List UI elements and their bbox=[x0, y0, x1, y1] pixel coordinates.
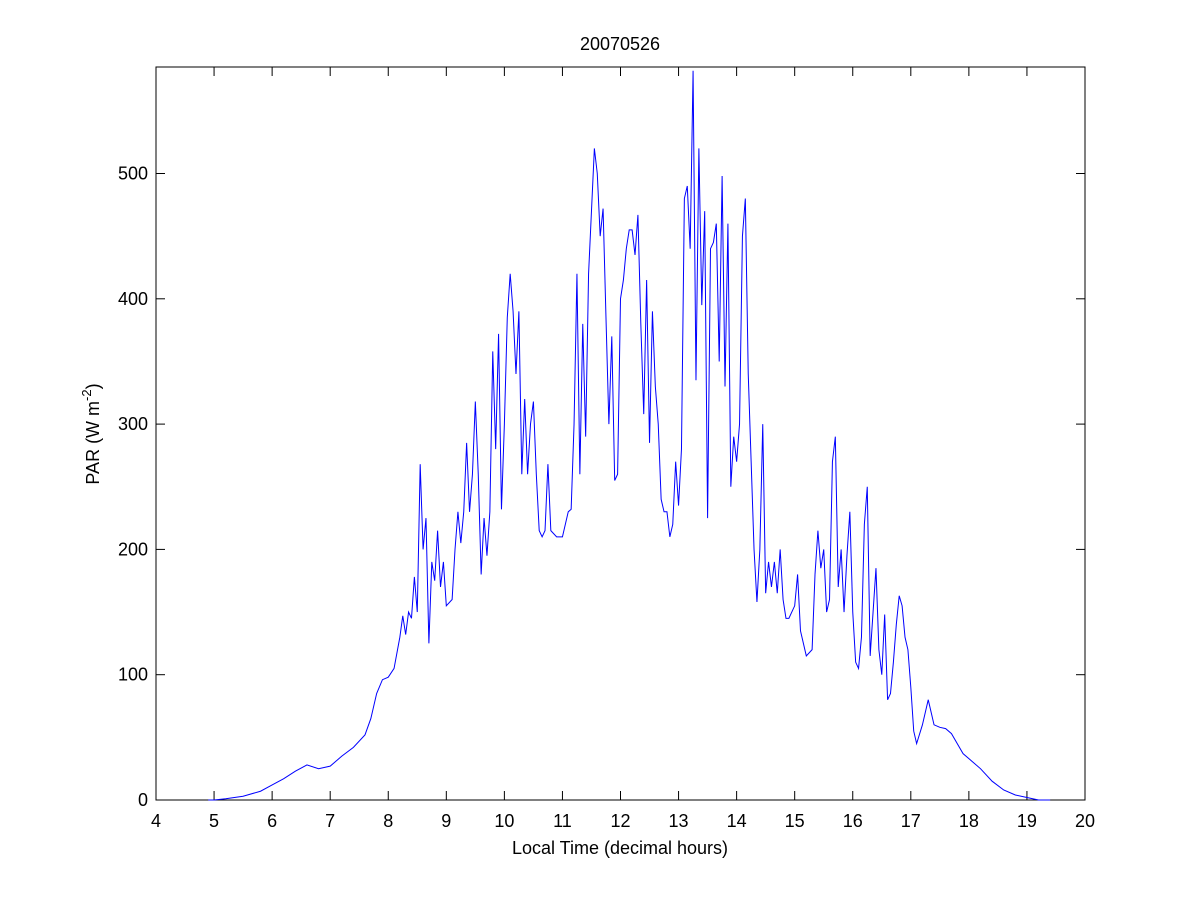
x-tick-label: 18 bbox=[959, 811, 979, 831]
y-tick-label: 300 bbox=[118, 414, 148, 434]
x-tick-label: 12 bbox=[610, 811, 630, 831]
x-tick-label: 16 bbox=[843, 811, 863, 831]
x-tick-label: 17 bbox=[901, 811, 921, 831]
x-axis-label: Local Time (decimal hours) bbox=[512, 838, 728, 858]
y-tick-label: 100 bbox=[118, 665, 148, 685]
x-tick-label: 6 bbox=[267, 811, 277, 831]
x-tick-label: 13 bbox=[669, 811, 689, 831]
y-tick-label: 400 bbox=[118, 289, 148, 309]
chart-title: 20070526 bbox=[580, 34, 660, 54]
y-label-text: PAR (W m bbox=[83, 401, 103, 485]
x-tick-label: 10 bbox=[494, 811, 514, 831]
x-tick-label: 5 bbox=[209, 811, 219, 831]
x-tick-label: 11 bbox=[553, 811, 572, 831]
y-label-suffix: ) bbox=[83, 383, 103, 389]
x-tick-label: 4 bbox=[151, 811, 161, 831]
x-tick-label: 9 bbox=[441, 811, 451, 831]
y-axis-label: PAR (W m-2) bbox=[79, 383, 103, 484]
x-tick-label: 14 bbox=[727, 811, 747, 831]
y-tick-label: 0 bbox=[138, 790, 148, 810]
data-line bbox=[208, 70, 1051, 801]
y-label-superscript: -2 bbox=[79, 389, 94, 401]
x-tick-label: 15 bbox=[785, 811, 805, 831]
x-tick-label: 19 bbox=[1017, 811, 1037, 831]
x-tick-label: 20 bbox=[1075, 811, 1095, 831]
y-tick-label: 200 bbox=[118, 539, 148, 559]
x-tick-label: 8 bbox=[383, 811, 393, 831]
x-tick-label: 7 bbox=[325, 811, 335, 831]
y-tick-label: 500 bbox=[118, 164, 148, 184]
